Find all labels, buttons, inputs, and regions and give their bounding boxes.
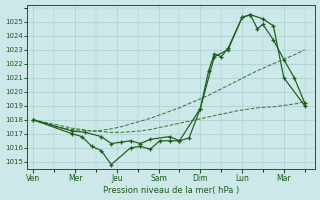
X-axis label: Pression niveau de la mer( hPa ): Pression niveau de la mer( hPa ) [103,186,239,195]
